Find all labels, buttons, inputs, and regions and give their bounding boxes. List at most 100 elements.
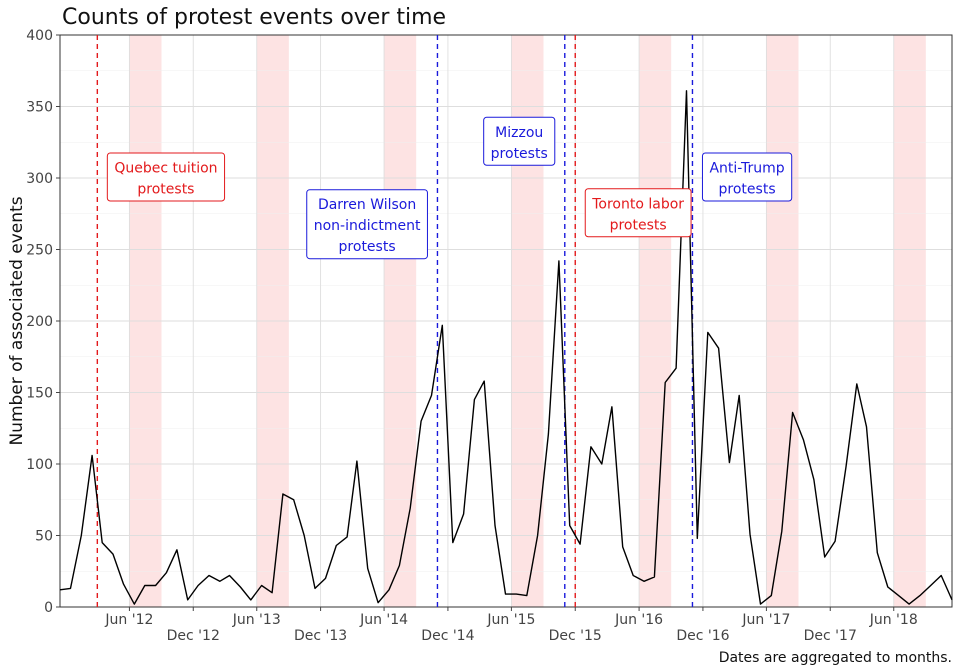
data-point (208, 574, 210, 576)
y-tick-label: 300 (26, 171, 53, 187)
event-label: Toronto labor protests (584, 188, 692, 238)
data-point (865, 426, 867, 428)
data-point (346, 536, 348, 538)
data-point (696, 537, 698, 539)
event-label-text: protests (610, 217, 667, 233)
data-point (536, 534, 538, 536)
data-point (856, 383, 858, 385)
x-tick-label: Jun '16 (614, 612, 663, 628)
data-point (718, 347, 720, 349)
data-point (176, 549, 178, 551)
data-point (473, 399, 475, 401)
data-point (91, 454, 93, 456)
data-point (494, 524, 496, 526)
data-point (187, 599, 189, 601)
data-point (526, 594, 528, 596)
event-label-box (306, 189, 428, 260)
data-point (250, 599, 252, 601)
data-point (738, 394, 740, 396)
event-label: Quebec tuition protests (106, 152, 226, 202)
y-tick-label: 350 (26, 100, 53, 116)
y-tick-label: 150 (26, 386, 53, 402)
data-point (845, 466, 847, 468)
x-tick-label: Dec '15 (549, 628, 602, 644)
data-point (791, 411, 793, 413)
data-point (908, 603, 910, 605)
data-point (653, 576, 655, 578)
data-point (504, 593, 506, 595)
event-label-box (106, 152, 226, 202)
event-label-box (483, 116, 556, 166)
data-point (324, 577, 326, 579)
data-point (685, 90, 687, 92)
data-point (483, 380, 485, 382)
data-point (834, 540, 836, 542)
y-tick-label: 0 (44, 600, 53, 616)
data-point (579, 543, 581, 545)
data-point (515, 593, 517, 595)
series-line-group (59, 90, 953, 605)
x-tick-label: Jun '13 (232, 612, 281, 628)
x-tick-label: Jun '12 (104, 612, 153, 628)
event-label-text: non-indictment (314, 218, 421, 234)
data-point (219, 580, 221, 582)
event-label-text: Mizzou (495, 125, 543, 141)
event-label-text: Darren Wilson (318, 197, 416, 213)
event-label: Mizzou protests (483, 116, 556, 166)
y-tick-label: 200 (26, 314, 53, 330)
data-point (303, 534, 305, 536)
data-point (728, 461, 730, 463)
data-point (420, 420, 422, 422)
data-point (887, 586, 889, 588)
data-point (228, 574, 230, 576)
y-tick-label: 250 (26, 243, 53, 259)
data-point (452, 542, 454, 544)
data-point (590, 446, 592, 448)
data-point (824, 556, 826, 558)
x-axis-ticks: Jun '12 Dec '12 Jun '13 Dec '13 Jun '14 Dec '… (104, 607, 918, 644)
event-label-text: protests (719, 182, 776, 198)
event-label-text: protests (491, 146, 548, 162)
data-point (547, 433, 549, 435)
event-label-text: Quebec tuition (114, 161, 217, 177)
data-point (59, 589, 61, 591)
event-label-text: Toronto labor (591, 196, 684, 212)
data-point (293, 499, 295, 501)
data-point (569, 524, 571, 526)
data-point (876, 552, 878, 554)
data-point (940, 574, 942, 576)
x-tick-label: Jun '17 (741, 612, 790, 628)
data-point (377, 602, 379, 604)
event-label: Anti-Trump protests (701, 152, 793, 202)
data-point (197, 584, 199, 586)
data-point (622, 546, 624, 548)
series-line (59, 90, 953, 605)
data-point (398, 564, 400, 566)
data-point (335, 544, 337, 546)
x-tick-label: Jun '15 (486, 612, 535, 628)
data-point (759, 603, 761, 605)
data-point (951, 599, 953, 601)
data-point (409, 507, 411, 509)
data-point (144, 584, 146, 586)
event-label-box (701, 152, 793, 202)
y-axis-ticks: 0 50 100 150 200 250 300 350 400 (26, 28, 60, 616)
y-tick-label: 100 (26, 457, 53, 473)
data-point (611, 406, 613, 408)
data-point (930, 584, 932, 586)
x-tick-label: Dec '16 (676, 628, 729, 644)
data-point (282, 493, 284, 495)
x-tick-label: Jun '14 (359, 612, 408, 628)
y-axis-label: Number of associated events (7, 196, 27, 445)
data-point (271, 592, 273, 594)
data-point (802, 439, 804, 441)
data-point (101, 542, 103, 544)
data-point (707, 331, 709, 333)
x-tick-label: Dec '12 (167, 628, 220, 644)
data-point (463, 513, 465, 515)
data-point (664, 381, 666, 383)
data-point (813, 479, 815, 481)
x-tick-label: Dec '14 (421, 628, 474, 644)
x-tick-label: Dec '13 (294, 628, 347, 644)
